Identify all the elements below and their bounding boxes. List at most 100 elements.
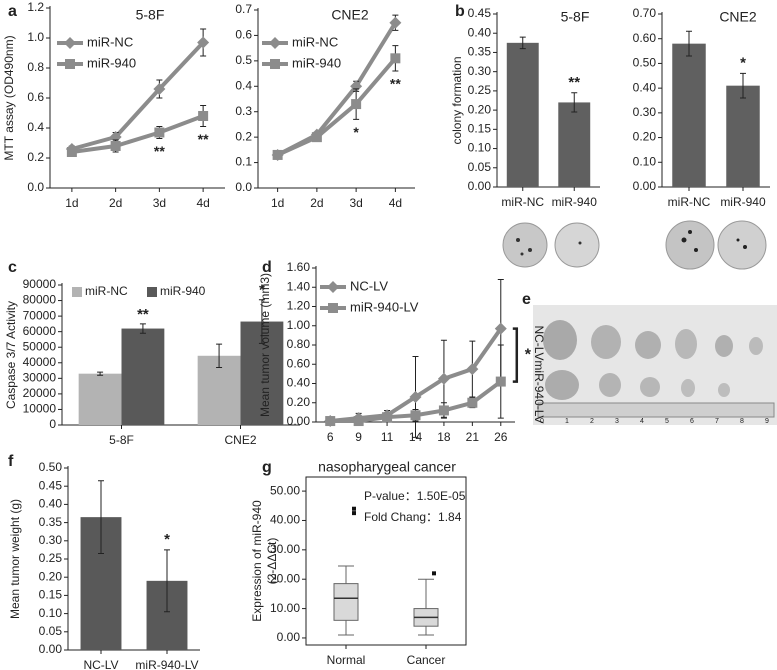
- y-tick-label: 0.30: [468, 64, 492, 78]
- error-bar: [98, 480, 104, 555]
- marker: [66, 147, 77, 157]
- marker: [311, 132, 322, 143]
- y-tick-label: 1.60: [287, 260, 311, 274]
- y-tick-label: 0.00: [277, 630, 301, 644]
- plate: [554, 222, 600, 268]
- whisker: [338, 620, 354, 636]
- y-tick-label: 0.1: [235, 155, 252, 169]
- legend-label: miR-NC: [87, 34, 133, 49]
- colony: [516, 238, 520, 242]
- marker: [110, 141, 121, 151]
- panel-label: e: [522, 291, 531, 308]
- x-tick-label: 4d: [389, 196, 402, 210]
- marker: [494, 322, 507, 335]
- x-tick-label: 9: [355, 430, 362, 444]
- bar: [78, 373, 122, 425]
- colony-plates: [502, 220, 767, 270]
- y-tick-label: 0.15: [39, 588, 63, 602]
- tumor: [749, 337, 763, 355]
- legend-label: miR-940: [292, 55, 341, 70]
- colony: [520, 252, 524, 256]
- panel-label: g: [262, 459, 272, 476]
- marker: [325, 416, 336, 427]
- tumor: [718, 383, 730, 397]
- x-tick-label: NC-LV: [83, 658, 118, 670]
- panel-label: c: [8, 259, 17, 276]
- x-tick-label: miR-940: [720, 195, 766, 209]
- y-tick-label: 0.50: [39, 460, 63, 474]
- y-tick-label: 1.0: [27, 30, 44, 44]
- legend-label: miR-940-LV: [350, 299, 419, 314]
- y-tick-label: 30000: [23, 371, 57, 385]
- row-label: miR-940-LV: [532, 360, 546, 423]
- ruler-label: 8: [740, 418, 744, 425]
- legend-label: miR-NC: [85, 284, 128, 298]
- marker: [197, 36, 210, 49]
- y-tick-label: 30.00: [270, 542, 300, 556]
- y-tick-label: 0.25: [39, 551, 63, 565]
- y-tick-label: 0.8: [27, 60, 44, 74]
- bracket: [512, 327, 519, 383]
- y-tick-label: 0.4: [235, 78, 252, 92]
- y-axis-label: (2-ΔΔCt): [265, 538, 279, 585]
- tumor: [591, 325, 621, 359]
- marker: [270, 59, 280, 69]
- y-axis-label: Mean tumor weight (g): [8, 499, 22, 619]
- colony: [688, 230, 692, 234]
- bar: [121, 328, 165, 425]
- y-tick-label: 40.00: [270, 513, 300, 527]
- plot-frame: [305, 476, 467, 646]
- y-axis-label: Expression of miR-940: [250, 500, 264, 622]
- x-tick-label: 1d: [271, 196, 284, 210]
- marker: [153, 83, 166, 95]
- y-tick-label: 0.2: [27, 150, 44, 164]
- x-tick-label: Normal: [327, 653, 366, 667]
- y-tick-label: 0.80: [287, 337, 311, 351]
- plate: [665, 220, 715, 270]
- x-tick-label: 3d: [349, 196, 362, 210]
- y-tick-label: 0.7: [235, 2, 252, 16]
- x-tick-label: 3d: [153, 196, 166, 210]
- tumor: [715, 335, 733, 357]
- y-tick-label: 10.00: [270, 601, 300, 615]
- colony: [694, 248, 698, 252]
- x-tick-label: 11: [381, 430, 394, 444]
- ruler-label: 5: [665, 418, 669, 425]
- colony: [681, 237, 687, 243]
- x-tick-label: Cancer: [407, 653, 446, 667]
- chart-title: 5-8F: [561, 9, 590, 25]
- y-tick-label: 0.40: [633, 80, 657, 94]
- y-tick-label: 1.20: [287, 299, 311, 313]
- marker: [438, 405, 449, 416]
- tumor: [545, 370, 579, 400]
- y-tick-label: 0.20: [287, 395, 311, 409]
- bar: [506, 42, 539, 188]
- marker: [437, 372, 450, 385]
- y-tick-label: 0.2: [235, 129, 252, 143]
- panel-label: d: [262, 259, 272, 276]
- y-tick-label: 0.00: [287, 414, 311, 428]
- y-tick-label: 40000: [23, 355, 57, 369]
- whisker: [418, 578, 434, 609]
- legend-swatch: [147, 287, 157, 297]
- ruler-label: 3: [615, 418, 619, 425]
- marker: [327, 281, 339, 293]
- tumor: [681, 379, 695, 397]
- y-tick-label: 0.00: [468, 179, 492, 193]
- marker: [389, 16, 402, 29]
- y-tick-label: 0.5: [235, 53, 252, 67]
- panel-label: a: [8, 3, 17, 20]
- y-tick-label: 0.20: [633, 130, 657, 144]
- y-tick-label: 0.10: [39, 606, 63, 620]
- y-tick-label: 1.40: [287, 279, 311, 293]
- y-tick-label: 0.10: [468, 141, 492, 155]
- chart-title: CNE2: [719, 9, 757, 25]
- marker: [409, 390, 422, 403]
- ruler-label: 0: [540, 418, 544, 425]
- significance: **: [198, 131, 209, 147]
- marker: [328, 303, 338, 313]
- significance: **: [154, 143, 165, 159]
- ruler-label: 7: [715, 418, 719, 425]
- colony: [736, 238, 740, 242]
